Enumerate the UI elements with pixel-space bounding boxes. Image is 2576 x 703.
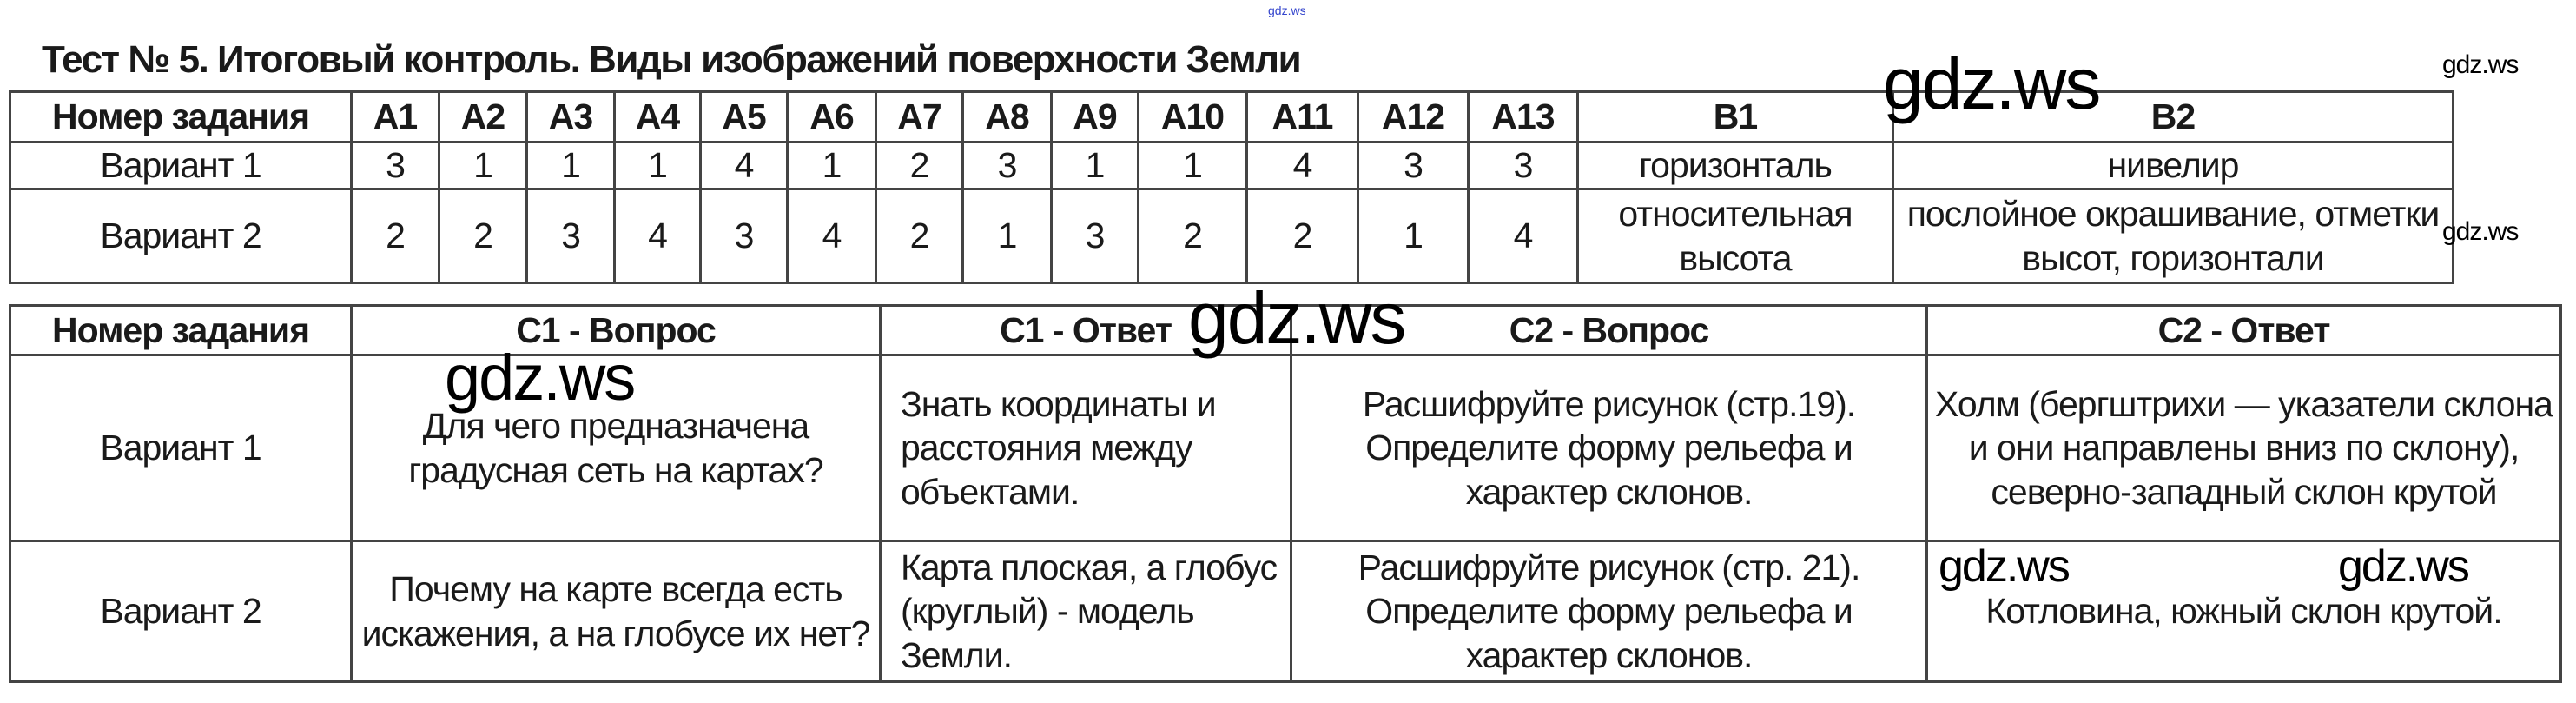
- column-header: A4: [613, 90, 702, 143]
- answer-cell: Холм (бергштрихи — указатели склона и он…: [1925, 354, 2562, 542]
- column-header: A11: [1245, 90, 1359, 143]
- column-header: A12: [1357, 90, 1470, 143]
- answer-cell: 4: [1245, 141, 1359, 190]
- answer-cell: 1: [1137, 141, 1248, 190]
- watermark: gdz.ws: [2338, 541, 2470, 592]
- answer-cell: горизонталь: [1576, 141, 1894, 190]
- answer-cell: 3: [525, 188, 616, 284]
- answer-cell: 4: [613, 188, 702, 284]
- column-header: A5: [699, 90, 789, 143]
- answer-cell: Для чего предназначена градусная сеть на…: [350, 354, 882, 542]
- answer-cell: Почему на карте всегда есть искажения, а…: [350, 540, 882, 683]
- column-header: A7: [875, 90, 964, 143]
- row-label: Вариант 2: [9, 540, 353, 683]
- answer-cell: 4: [786, 188, 877, 284]
- answers-table-part-c: Номер задания C1 - Вопрос C1 - Ответ C2 - В…: [9, 304, 2562, 683]
- answer-cell: 3: [699, 188, 789, 284]
- table-row: Вариант 1 3 1 1 1 4 1 2 3 1 1 4 3 3 горизонталь нивелир: [9, 141, 2454, 190]
- row-label: Вариант 1: [9, 141, 353, 190]
- answer-cell: 1: [786, 141, 877, 190]
- answer-cell: 3: [961, 141, 1053, 190]
- answer-cell: Котловина, южный склон крутой.: [1925, 540, 2562, 683]
- table-row: Вариант 2 2 2 3 4 3 4 2 1 3 2 2 1 4 относительная высо…: [9, 188, 2454, 284]
- answer-cell: 2: [438, 188, 528, 284]
- watermark-top: gdz.ws: [1268, 3, 1306, 17]
- column-header: A6: [786, 90, 877, 143]
- answer-cell: 4: [1467, 188, 1579, 284]
- answer-cell: 1: [438, 141, 528, 190]
- answer-cell: относительная высота: [1576, 188, 1894, 284]
- watermark: gdz.ws: [2442, 217, 2519, 246]
- column-header: C1 - Ответ: [879, 304, 1292, 356]
- watermark: gdz.ws: [2442, 50, 2519, 79]
- answers-table-part-a-b: Номер задания A1 A2 A3 A4 A5 A6 A7 A8 A9 A10 A11 A12…: [9, 90, 2454, 284]
- answer-cell: 4: [699, 141, 789, 190]
- answer-cell: 3: [1357, 141, 1470, 190]
- column-header: C1 - Вопрос: [350, 304, 882, 356]
- answer-cell: нивелир: [1892, 141, 2454, 190]
- column-header: A13: [1467, 90, 1579, 143]
- answer-cell: Расшифруйте рисунок (стр.19). Определите…: [1290, 354, 1928, 542]
- answer-cell: 1: [1357, 188, 1470, 284]
- column-header: B2: [1892, 90, 2454, 143]
- row-label: Вариант 2: [9, 188, 353, 284]
- answer-cell: 3: [1050, 188, 1139, 284]
- table-row: Вариант 2 Почему на карте всегда есть иск…: [9, 540, 2562, 683]
- column-header: A3: [525, 90, 616, 143]
- answer-cell: 2: [875, 141, 964, 190]
- watermark: gdz.ws: [1883, 43, 2101, 124]
- answer-cell: Знать координаты и расстояния между объе…: [879, 354, 1292, 542]
- column-header: A8: [961, 90, 1053, 143]
- table-row: Вариант 1 Для чего предназначена градусна…: [9, 354, 2562, 542]
- answer-cell: 3: [350, 141, 440, 190]
- answer-cell: Расшифруйте рисунок (стр. 21). Определит…: [1290, 540, 1928, 683]
- column-header: A1: [350, 90, 440, 143]
- answer-cell: послойное окрашивание, отметки высот, го…: [1892, 188, 2454, 284]
- row-label: Вариант 1: [9, 354, 353, 542]
- column-header: Номер задания: [9, 304, 353, 356]
- column-header: C2 - Ответ: [1925, 304, 2562, 356]
- column-header: Номер задания: [9, 90, 353, 143]
- watermark: gdz.ws: [1939, 541, 2071, 592]
- watermark: gdz.ws: [445, 342, 636, 414]
- column-header: B1: [1576, 90, 1894, 143]
- column-header: A2: [438, 90, 528, 143]
- answer-cell: 3: [1467, 141, 1579, 190]
- watermark: gdz.ws: [1188, 277, 1406, 359]
- column-header: A9: [1050, 90, 1139, 143]
- column-header: A10: [1137, 90, 1248, 143]
- answer-cell: 1: [961, 188, 1053, 284]
- answer-cell: 2: [875, 188, 964, 284]
- answer-cell: 2: [1137, 188, 1248, 284]
- answer-cell: 1: [525, 141, 616, 190]
- answer-cell: 2: [1245, 188, 1359, 284]
- column-header: C2 - Вопрос: [1290, 304, 1928, 356]
- page-title: Тест № 5. Итоговый контроль. Виды изобра…: [42, 38, 1302, 81]
- answer-cell: Карта плоская, а глобус (круглый) - моде…: [879, 540, 1292, 683]
- answer-cell: 1: [1050, 141, 1139, 190]
- answer-cell: 2: [350, 188, 440, 284]
- answer-cell: 1: [613, 141, 702, 190]
